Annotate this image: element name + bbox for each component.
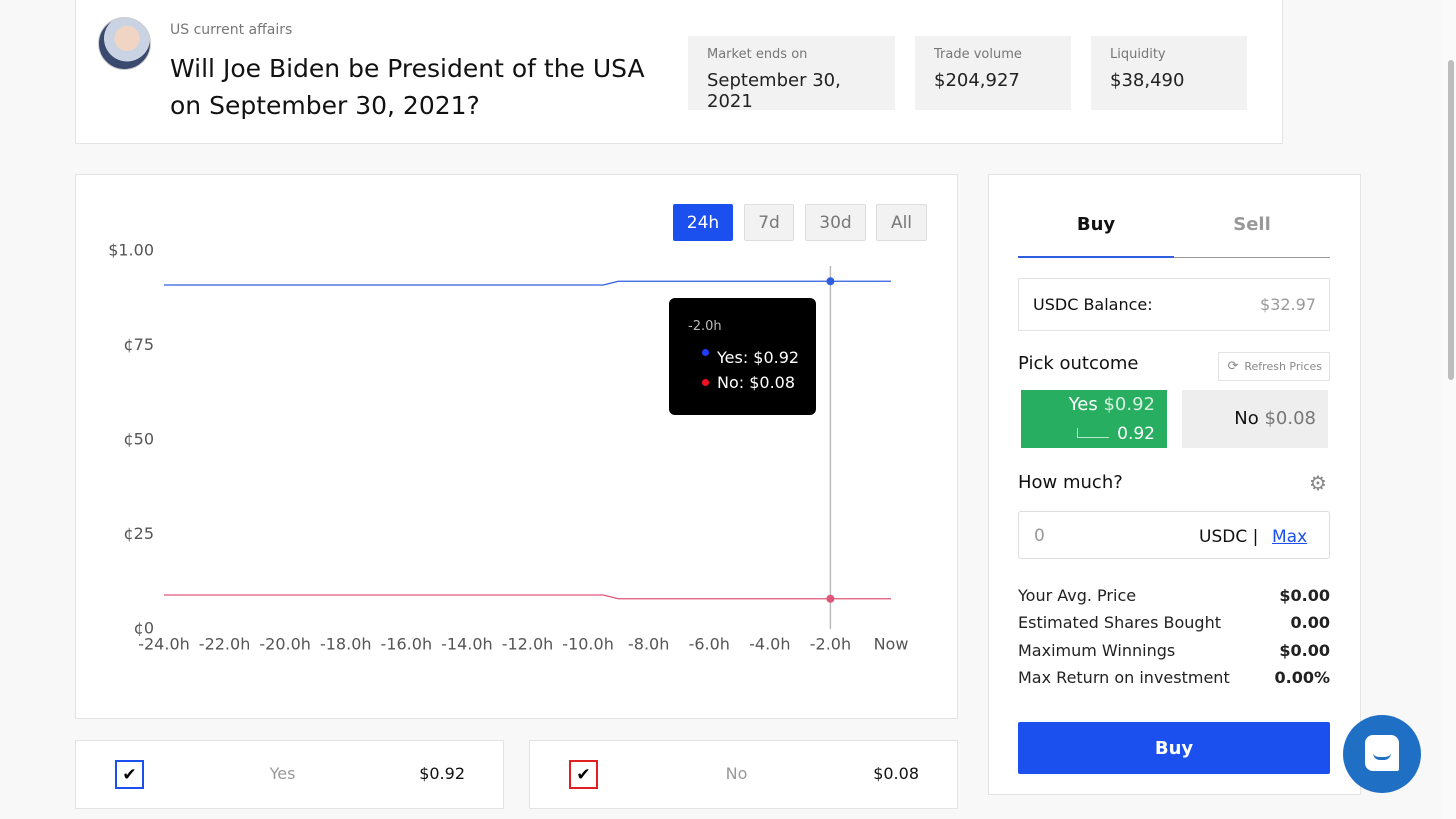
legend-price: $0.92 — [419, 764, 465, 783]
range-button[interactable]: 7d — [744, 204, 794, 241]
avatar — [98, 17, 151, 70]
stat-value: September 30, 2021 — [707, 70, 841, 112]
stat-label: Liquidity — [1110, 47, 1166, 62]
summary-row: Estimated Shares Bought 0.00 — [1018, 613, 1330, 632]
x-tick-label: -12.0h — [502, 635, 554, 654]
trade-panel — [988, 174, 1361, 795]
amount-label: How much? — [1018, 472, 1123, 493]
summary-row: Maximum Winnings $0.00 — [1018, 641, 1330, 660]
tooltip-title: -2.0h — [688, 319, 722, 334]
tooltip-dot — [702, 349, 709, 356]
x-tick-label: -8.0h — [628, 635, 669, 654]
settings-icon[interactable]: ⚙ — [1309, 471, 1327, 495]
balance-label: USDC Balance: — [1033, 295, 1153, 314]
x-tick-label: -22.0h — [199, 635, 251, 654]
row-value: $0.00 — [1279, 586, 1330, 605]
scroll-thumb[interactable] — [1448, 60, 1454, 380]
row-value: 0.00% — [1274, 668, 1330, 687]
outcome-sub: 0.92 — [1117, 424, 1155, 444]
buy-button[interactable]: Buy — [1018, 722, 1330, 774]
x-tick-label: -14.0h — [441, 635, 493, 654]
checkbox[interactable]: ✔ — [115, 760, 144, 789]
range-button[interactable]: 24h — [673, 204, 733, 241]
y-tick-label: $1.00 — [108, 241, 154, 260]
series-line — [164, 280, 891, 286]
row-value: $0.00 — [1279, 641, 1330, 660]
chat-launcher[interactable] — [1343, 715, 1421, 793]
amount-input[interactable]: 0 USDC | Max — [1018, 511, 1330, 559]
tab-underline — [1018, 256, 1174, 258]
chart-card: ¢0 ¢25 ¢50 ¢75 $1.00 -24.0h -22.0h -20.0h -18.0h… — [75, 174, 958, 719]
refresh-icon: ⟳ — [1227, 359, 1239, 374]
max-link[interactable]: Max — [1272, 527, 1308, 547]
row-label: Maximum Winnings — [1018, 641, 1176, 660]
category: US current affairs — [170, 22, 293, 38]
y-tick-label: ¢25 — [123, 524, 154, 543]
stat-label: Trade volume — [934, 47, 1022, 62]
y-tick-label: ¢0 — [134, 619, 154, 638]
refresh-button[interactable]: ⟳ Refresh Prices — [1218, 352, 1330, 381]
stat-label: Market ends on — [707, 47, 808, 62]
outcome-name: No — [1234, 408, 1259, 429]
checkbox[interactable]: ✔ — [569, 760, 598, 789]
summary-row: Max Return on investment 0.00% — [1018, 668, 1330, 687]
scrollbar[interactable] — [1441, 0, 1456, 819]
row-label: Estimated Shares Bought — [1018, 613, 1221, 632]
header-card: US current affairs Will Joe Biden be Pre… — [75, 0, 1283, 144]
stat-value: $204,927 — [934, 70, 1020, 91]
row-label: Your Avg. Price — [1018, 586, 1137, 605]
chat-icon — [1365, 735, 1399, 771]
refresh-text: Refresh Prices — [1244, 360, 1322, 373]
outcome-price: $0.08 — [1264, 408, 1316, 429]
y-tick-label: ¢75 — [123, 335, 154, 354]
outcome-no[interactable]: No $0.08 — [1182, 390, 1328, 448]
legend-name: Yes — [269, 764, 296, 783]
x-tick-label: -24.0h — [138, 635, 190, 654]
x-tick-label: -10.0h — [562, 635, 614, 654]
placeholder: 0 — [1034, 526, 1045, 546]
legend-price: $0.08 — [873, 764, 919, 783]
series-line — [164, 594, 891, 600]
tooltip-dot — [702, 379, 709, 386]
row-label: Max Return on investment — [1018, 668, 1230, 687]
stat: Liquidity $38,490 — [1091, 36, 1247, 110]
y-tick-label: ¢50 — [123, 430, 154, 449]
tab[interactable]: Buy — [1076, 214, 1116, 235]
tooltip-item: Yes: $0.92 — [717, 348, 800, 367]
legend-name: No — [725, 764, 748, 783]
legend-card[interactable]: ✔ No $0.08 — [529, 740, 958, 809]
stat: Market ends on September 30, 2021 — [688, 36, 895, 112]
x-tick-label: -16.0h — [381, 635, 433, 654]
balance-value: $32.97 — [1260, 295, 1316, 314]
x-tick-label: -4.0h — [749, 635, 790, 654]
x-tick-label: -18.0h — [320, 635, 372, 654]
tooltip: -2.0h Yes: $0.92 No: $0.08 — [669, 298, 816, 415]
outcome-price: $0.92 — [1103, 394, 1155, 415]
currency: USDC | — [1199, 527, 1259, 547]
stat-value: $38,490 — [1110, 70, 1185, 91]
summary-row: Your Avg. Price $0.00 — [1018, 586, 1330, 605]
row-value: 0.00 — [1290, 613, 1330, 632]
tab-underline — [1174, 257, 1330, 258]
pick-label: Pick outcome — [1018, 353, 1139, 374]
hover-point — [826, 594, 835, 603]
x-tick-label: -2.0h — [810, 635, 851, 654]
balance-box: USDC Balance: $32.97 — [1018, 278, 1330, 331]
tooltip-item: No: $0.08 — [717, 373, 796, 392]
range-button[interactable]: 30d — [805, 204, 866, 241]
hover-point — [826, 277, 835, 286]
tab[interactable]: Sell — [1233, 214, 1271, 235]
market-title: Will Joe Biden be President of the USA o… — [170, 54, 645, 120]
outcome-name: Yes — [1068, 394, 1098, 415]
range-button[interactable]: All — [876, 204, 927, 241]
x-tick-label: -6.0h — [689, 635, 730, 654]
stat: Trade volume $204,927 — [915, 36, 1071, 110]
outcome-yes[interactable]: Yes $0.92 0.92 — [1021, 390, 1167, 448]
x-tick-label: -20.0h — [259, 635, 311, 654]
sparkline — [1077, 428, 1109, 438]
legend-card[interactable]: ✔ Yes $0.92 — [75, 740, 504, 809]
x-tick-label: Now — [874, 635, 909, 654]
chart: ¢0 ¢25 ¢50 ¢75 $1.00 -24.0h -22.0h -20.0h -18.0h… — [108, 241, 909, 654]
